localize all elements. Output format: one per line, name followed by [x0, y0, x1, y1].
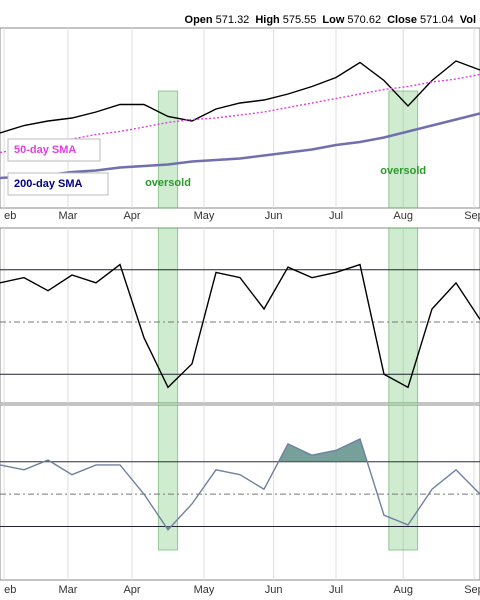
x-tick-label: Jul	[329, 584, 343, 596]
x-tick-label: eb	[4, 210, 16, 222]
highlight-band	[157, 404, 179, 551]
highlight-band	[388, 90, 419, 209]
annotation: oversold	[380, 165, 426, 177]
header-label: High	[255, 14, 280, 26]
header: Open 571.32 High 575.55 Low 570.62 Close 571.04…	[185, 14, 476, 26]
header-label: Close	[387, 14, 417, 26]
plot	[0, 263, 480, 389]
x-tick-label: Jul	[329, 210, 343, 222]
header-value: 571.04	[420, 14, 454, 26]
x-tick-label: Apr	[123, 210, 140, 222]
x-tick-label: May	[194, 210, 215, 222]
header-label: Open	[185, 14, 213, 26]
series-line	[0, 438, 480, 531]
x-tick-label: eb	[4, 584, 16, 596]
highlight-band	[157, 227, 179, 404]
series-line	[0, 263, 480, 389]
series-line	[0, 112, 480, 180]
annotation: oversold	[145, 177, 191, 189]
legend-box	[7, 138, 101, 162]
x-tick-label: Aug	[393, 584, 413, 596]
extreme-fill	[44, 439, 368, 462]
x-tick-label: Mar	[58, 210, 77, 222]
highlight-band	[388, 227, 419, 404]
legend-box	[7, 172, 109, 196]
x-tick-label: Jun	[265, 584, 283, 596]
header-label: Low	[322, 14, 344, 26]
x-tick-label: Sep	[464, 210, 480, 222]
plot	[0, 438, 480, 531]
series-line	[0, 73, 480, 154]
highlight-band	[157, 90, 179, 209]
legend-label: 200-day SMA	[14, 178, 83, 190]
highlight-band	[388, 404, 419, 551]
x-tick-label: Apr	[123, 584, 140, 596]
x-tick-label: Aug	[393, 210, 413, 222]
header-value: 570.62	[347, 14, 381, 26]
legend-label: 50-day SMA	[14, 144, 76, 156]
plot	[0, 60, 480, 180]
header-value: 575.55	[283, 14, 317, 26]
series-line	[0, 60, 480, 134]
x-tick-label: May	[194, 584, 215, 596]
header-value: 571.32	[216, 14, 250, 26]
x-tick-label: Sep	[464, 584, 480, 596]
panel-frame	[0, 404, 480, 581]
x-tick-label: Jun	[265, 210, 283, 222]
header-label: Vol	[460, 14, 476, 26]
x-tick-label: Mar	[58, 584, 77, 596]
